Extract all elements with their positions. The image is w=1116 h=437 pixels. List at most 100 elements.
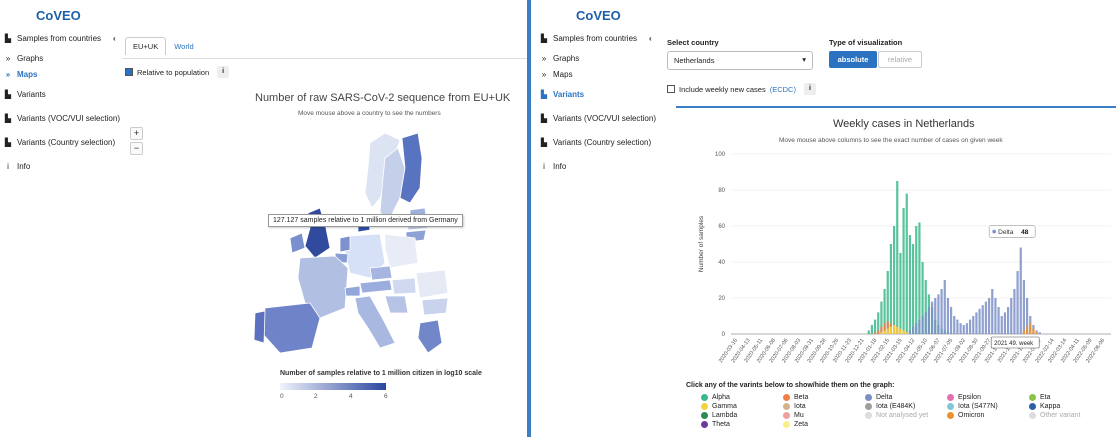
tab-eu-uk[interactable]: EU+UK (125, 37, 167, 55)
bar-alpha[interactable] (924, 280, 927, 334)
bar-alpha[interactable] (889, 244, 893, 334)
legend-item-omicron[interactable]: Omicron (947, 412, 1029, 419)
bar-delta[interactable] (911, 326, 915, 334)
bar-beta[interactable] (880, 326, 883, 334)
sidebar-item-samples-from-countries[interactable]: ▙ Samples from countries ‹ (3, 34, 116, 43)
bar-delta[interactable] (934, 298, 937, 334)
ecdc-link[interactable]: (ECDC) (769, 84, 796, 94)
bar-delta[interactable] (943, 280, 946, 334)
collapse-icon[interactable]: ‹ (649, 34, 652, 43)
sidebar-item-variants-voc-vui-selection[interactable]: ▙ Variants (VOC/VUI selection) (539, 114, 656, 123)
legend-item-zeta[interactable]: Zeta (783, 421, 865, 428)
bar-delta[interactable] (981, 305, 984, 334)
bar-omicron[interactable] (1032, 328, 1035, 334)
bar-delta[interactable] (924, 312, 927, 334)
info-icon[interactable]: i (217, 66, 230, 78)
bar-gamma[interactable] (892, 325, 896, 334)
bar-gamma[interactable] (902, 330, 905, 334)
info-icon[interactable]: i (803, 83, 816, 95)
zoom-out-button[interactable]: − (130, 142, 143, 155)
legend-item-kappa[interactable]: Kappa (1029, 403, 1111, 410)
legend-item-alpha[interactable]: Alpha (701, 394, 783, 401)
bar-delta[interactable] (1010, 298, 1013, 334)
bar-delta[interactable] (1038, 332, 1041, 334)
sidebar-item-graphs[interactable]: » Graphs (539, 54, 579, 63)
legend-item-mu[interactable]: Mu (783, 412, 865, 419)
bar-delta[interactable] (946, 298, 950, 334)
bar-delta[interactable] (930, 301, 934, 334)
bar-alpha[interactable] (892, 226, 896, 334)
bar-delta[interactable] (994, 298, 997, 334)
bar-alpha[interactable] (908, 235, 912, 334)
bar-delta[interactable] (949, 307, 953, 334)
bar-alpha[interactable] (870, 325, 874, 334)
bar-delta[interactable] (1003, 312, 1007, 334)
sidebar-item-variants-country-selection[interactable]: ▙ Variants (Country selection) (539, 138, 651, 147)
bar-delta[interactable] (1016, 271, 1019, 334)
bar-delta[interactable] (953, 316, 956, 334)
sidebar-item-maps[interactable]: » Maps (539, 70, 573, 79)
bar-alpha[interactable] (902, 208, 905, 334)
bar-alpha[interactable] (921, 262, 924, 334)
bar-delta[interactable] (959, 323, 962, 334)
relative-checkbox[interactable] (125, 68, 133, 76)
relative-button[interactable]: relative (878, 51, 922, 68)
sidebar-item-samples-from-countries[interactable]: ▙ Samples from countries ‹ (539, 34, 652, 43)
sidebar-item-maps[interactable]: » Maps (3, 70, 38, 79)
sidebar-item-info[interactable]: i Info (3, 162, 30, 171)
bar-delta[interactable] (915, 323, 918, 334)
bar-gamma[interactable] (899, 328, 902, 334)
legend-item-iota-s477n[interactable]: Iota (S477N) (947, 403, 1029, 410)
bar-gamma[interactable] (896, 326, 899, 334)
bar-gamma[interactable] (905, 332, 908, 334)
bar-delta[interactable] (1006, 307, 1010, 334)
bar-alpha[interactable] (905, 193, 908, 334)
bar-beta[interactable] (883, 323, 886, 334)
collapse-icon[interactable]: ‹ (113, 34, 116, 43)
bar-gamma[interactable] (886, 328, 889, 334)
bar-beta[interactable] (877, 330, 880, 334)
bar-delta[interactable] (962, 325, 965, 334)
legend-item-other-variant[interactable]: Other variant (1029, 412, 1111, 419)
bar-omicron[interactable] (1022, 330, 1026, 334)
bar-delta[interactable] (987, 298, 991, 334)
bar-beta[interactable] (873, 332, 877, 334)
legend-item-gamma[interactable]: Gamma (701, 403, 783, 410)
bar-delta[interactable] (937, 294, 940, 334)
country-select[interactable]: Netherlands ▾ (667, 51, 813, 70)
bar-delta[interactable] (991, 289, 994, 334)
bar-alpha[interactable] (899, 253, 902, 334)
tab-world[interactable]: World (166, 37, 202, 55)
bar-alpha[interactable] (873, 319, 877, 334)
bar-delta[interactable] (968, 319, 972, 334)
sidebar-item-info[interactable]: i Info (539, 162, 566, 171)
bar-omicron[interactable] (1029, 323, 1032, 334)
bar-delta[interactable] (956, 319, 959, 334)
legend-item-theta[interactable]: Theta (701, 421, 783, 428)
legend-item-iota[interactable]: Iota (783, 403, 865, 410)
legend-item-eta[interactable]: Eta (1029, 394, 1111, 401)
bar-delta[interactable] (927, 307, 931, 334)
legend-item-iota-e484k[interactable]: Iota (E484K) (865, 403, 947, 410)
bar-omicron[interactable] (1035, 332, 1038, 334)
bar-beta[interactable] (886, 321, 889, 334)
bar-alpha[interactable] (883, 289, 886, 334)
sidebar-item-variants-country-selection[interactable]: ▙ Variants (Country selection) (3, 138, 115, 147)
bar-delta[interactable] (1019, 247, 1022, 334)
absolute-button[interactable]: absolute (829, 51, 877, 68)
bar-delta[interactable] (1000, 316, 1003, 334)
legend-item-beta[interactable]: Beta (783, 394, 865, 401)
zoom-in-button[interactable]: + (130, 127, 143, 140)
bar-alpha[interactable] (911, 244, 915, 334)
bar-delta[interactable] (940, 289, 943, 334)
sidebar-item-variants[interactable]: ▙ Variants (3, 90, 46, 99)
bar-delta[interactable] (984, 301, 988, 334)
bar-delta[interactable] (1025, 298, 1029, 334)
sidebar-item-variants-voc-vui-selection[interactable]: ▙ Variants (VOC/VUI selection) (3, 114, 120, 123)
bar-alpha[interactable] (867, 330, 870, 334)
legend-item-not-analysed-yet[interactable]: Not analysed yet (865, 412, 947, 419)
legend-item-lambda[interactable]: Lambda (701, 412, 783, 419)
bar-gamma[interactable] (880, 332, 883, 334)
sidebar-item-variants[interactable]: ▙ Variants (539, 90, 584, 99)
